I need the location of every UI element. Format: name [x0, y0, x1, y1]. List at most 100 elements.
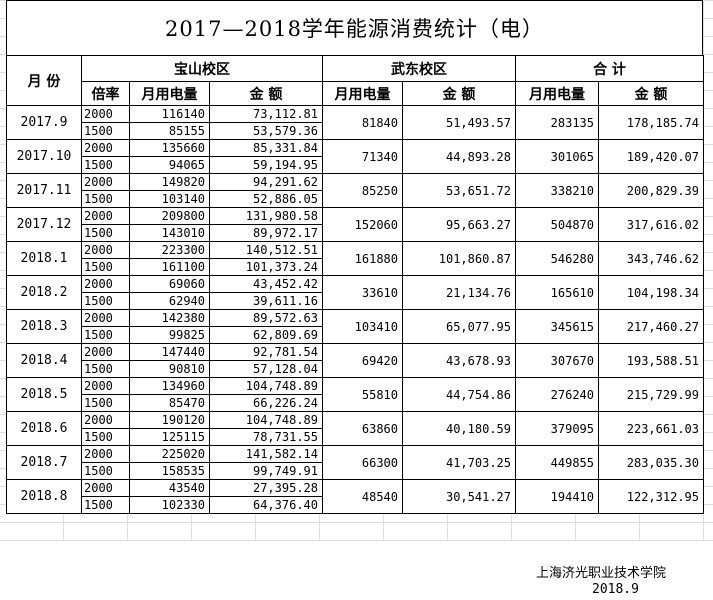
cell-bs-usage[interactable]: 135660 [129, 139, 210, 157]
header-total-usage[interactable]: 月用电量 [515, 81, 599, 106]
cell-total-usage[interactable]: 307670 [515, 343, 599, 378]
cell-rate[interactable]: 2000 [81, 411, 130, 429]
cell-bs-amount[interactable]: 43,452.42 [209, 275, 323, 293]
cell-bs-amount[interactable]: 62,809.69 [209, 326, 323, 344]
cell-month[interactable]: 2018.5 [6, 377, 82, 412]
cell-rate[interactable]: 1500 [81, 496, 130, 514]
cell-month[interactable]: 2017.12 [6, 207, 82, 242]
cell-wd-amount[interactable]: 41,703.25 [402, 445, 516, 480]
cell-month[interactable]: 2018.4 [6, 343, 82, 378]
cell-bs-usage[interactable]: 102330 [129, 496, 210, 514]
cell-bs-usage[interactable]: 223300 [129, 241, 210, 259]
cell-bs-amount[interactable]: 104,748.89 [209, 377, 323, 395]
cell-bs-amount[interactable]: 59,194.95 [209, 156, 323, 174]
cell-bs-usage[interactable]: 143010 [129, 224, 210, 242]
cell-total-amount[interactable]: 283,035.30 [598, 445, 704, 480]
cell-bs-amount[interactable]: 104,748.89 [209, 411, 323, 429]
cell-wd-amount[interactable]: 40,180.59 [402, 411, 516, 446]
cell-rate[interactable]: 2000 [81, 241, 130, 259]
cell-bs-amount[interactable]: 78,731.55 [209, 428, 323, 446]
cell-total-amount[interactable]: 317,616.02 [598, 207, 704, 242]
cell-rate[interactable]: 2000 [81, 105, 130, 123]
cell-wd-usage[interactable]: 33610 [322, 275, 403, 310]
cell-wd-amount[interactable]: 44,754.86 [402, 377, 516, 412]
cell-wd-amount[interactable]: 53,651.72 [402, 173, 516, 208]
cell-total-usage[interactable]: 301065 [515, 139, 599, 174]
cell-bs-usage[interactable]: 161100 [129, 258, 210, 276]
cell-rate[interactable]: 1500 [81, 122, 130, 140]
cell-rate[interactable]: 2000 [81, 173, 130, 191]
cell-bs-amount[interactable]: 64,376.40 [209, 496, 323, 514]
cell-total-amount[interactable]: 217,460.27 [598, 309, 704, 344]
cell-bs-amount[interactable]: 131,980.58 [209, 207, 323, 225]
cell-wd-usage[interactable]: 55810 [322, 377, 403, 412]
cell-rate[interactable]: 1500 [81, 292, 130, 310]
cell-bs-amount[interactable]: 85,331.84 [209, 139, 323, 157]
cell-wd-amount[interactable]: 30,541.27 [402, 479, 516, 514]
cell-wd-amount[interactable]: 101,860.87 [402, 241, 516, 276]
cell-bs-usage[interactable]: 142380 [129, 309, 210, 327]
cell-rate[interactable]: 1500 [81, 462, 130, 480]
cell-bs-usage[interactable]: 134960 [129, 377, 210, 395]
cell-bs-usage[interactable]: 85470 [129, 394, 210, 412]
cell-rate[interactable]: 1500 [81, 258, 130, 276]
cell-bs-usage[interactable]: 149820 [129, 173, 210, 191]
cell-wd-usage[interactable]: 103410 [322, 309, 403, 344]
cell-total-usage[interactable]: 379095 [515, 411, 599, 446]
cell-wd-usage[interactable]: 63860 [322, 411, 403, 446]
cell-rate[interactable]: 2000 [81, 479, 130, 497]
header-wd-usage[interactable]: 月用电量 [322, 81, 403, 106]
cell-bs-amount[interactable]: 73,112.81 [209, 105, 323, 123]
cell-bs-amount[interactable]: 140,512.51 [209, 241, 323, 259]
cell-total-amount[interactable]: 215,729.99 [598, 377, 704, 412]
cell-bs-amount[interactable]: 57,128.04 [209, 360, 323, 378]
report-title[interactable]: 2017—2018学年能源消费统计（电） [6, 0, 703, 56]
cell-bs-usage[interactable]: 147440 [129, 343, 210, 361]
cell-wd-amount[interactable]: 21,134.76 [402, 275, 516, 310]
header-wudong[interactable]: 武东校区 [322, 55, 516, 82]
cell-total-amount[interactable]: 189,420.07 [598, 139, 704, 174]
cell-wd-usage[interactable]: 71340 [322, 139, 403, 174]
header-rate[interactable]: 倍率 [81, 81, 130, 106]
cell-rate[interactable]: 2000 [81, 309, 130, 327]
cell-total-amount[interactable]: 178,185.74 [598, 105, 704, 140]
cell-rate[interactable]: 2000 [81, 343, 130, 361]
header-bs-usage[interactable]: 月用电量 [129, 81, 210, 106]
cell-bs-usage[interactable]: 209800 [129, 207, 210, 225]
cell-wd-usage[interactable]: 48540 [322, 479, 403, 514]
cell-bs-usage[interactable]: 190120 [129, 411, 210, 429]
cell-rate[interactable]: 2000 [81, 377, 130, 395]
cell-bs-amount[interactable]: 39,611.16 [209, 292, 323, 310]
cell-bs-amount[interactable]: 89,572.63 [209, 309, 323, 327]
cell-bs-usage[interactable]: 103140 [129, 190, 210, 208]
cell-total-usage[interactable]: 165610 [515, 275, 599, 310]
cell-wd-usage[interactable]: 85250 [322, 173, 403, 208]
header-baoshan[interactable]: 宝山校区 [81, 55, 323, 82]
cell-wd-amount[interactable]: 95,663.27 [402, 207, 516, 242]
cell-bs-usage[interactable]: 85155 [129, 122, 210, 140]
cell-wd-usage[interactable]: 152060 [322, 207, 403, 242]
cell-month[interactable]: 2017.11 [6, 173, 82, 208]
cell-rate[interactable]: 1500 [81, 428, 130, 446]
cell-bs-amount[interactable]: 53,579.36 [209, 122, 323, 140]
cell-month[interactable]: 2018.6 [6, 411, 82, 446]
cell-total-usage[interactable]: 449855 [515, 445, 599, 480]
cell-rate[interactable]: 1500 [81, 190, 130, 208]
cell-total-amount[interactable]: 223,661.03 [598, 411, 704, 446]
cell-rate[interactable]: 2000 [81, 139, 130, 157]
cell-bs-usage[interactable]: 62940 [129, 292, 210, 310]
cell-total-amount[interactable]: 122,312.95 [598, 479, 704, 514]
cell-total-amount[interactable]: 343,746.62 [598, 241, 704, 276]
header-wd-amount[interactable]: 金 额 [402, 81, 516, 106]
cell-rate[interactable]: 1500 [81, 360, 130, 378]
cell-bs-amount[interactable]: 99,749.91 [209, 462, 323, 480]
cell-wd-amount[interactable]: 65,077.95 [402, 309, 516, 344]
cell-wd-amount[interactable]: 44,893.28 [402, 139, 516, 174]
cell-bs-amount[interactable]: 92,781.54 [209, 343, 323, 361]
cell-rate[interactable]: 1500 [81, 224, 130, 242]
cell-wd-usage[interactable]: 81840 [322, 105, 403, 140]
cell-bs-amount[interactable]: 66,226.24 [209, 394, 323, 412]
header-bs-amount[interactable]: 金 额 [209, 81, 323, 106]
cell-bs-usage[interactable]: 69060 [129, 275, 210, 293]
cell-bs-usage[interactable]: 90810 [129, 360, 210, 378]
